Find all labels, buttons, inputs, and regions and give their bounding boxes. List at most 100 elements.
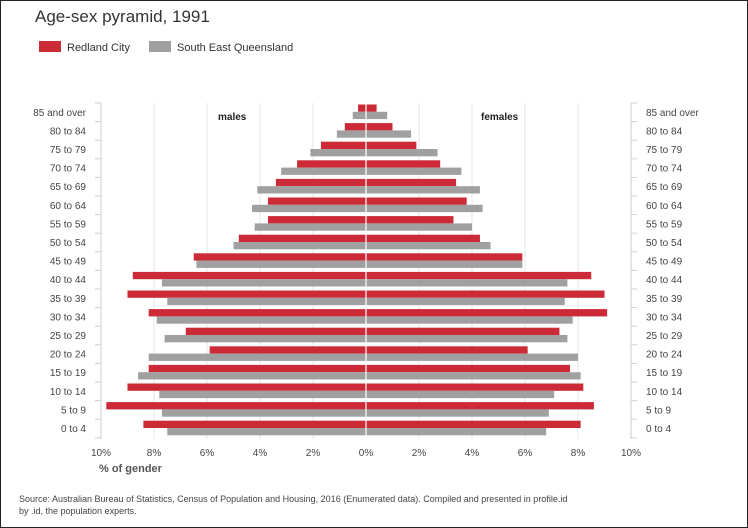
age-label-right: 0 to 4: [646, 424, 671, 435]
bar-female-redland: [366, 123, 393, 131]
x-tick-label: 2%: [306, 448, 321, 459]
bar-female-redland: [366, 178, 457, 187]
bar-male-seq: [254, 223, 366, 231]
age-label-left: 25 to 29: [50, 331, 87, 342]
bar-male-redland: [267, 216, 366, 224]
age-label-right: 75 to 79: [646, 145, 683, 156]
x-tick-label: 10%: [621, 448, 641, 459]
bar-male-redland: [127, 290, 366, 298]
bar-male-redland: [358, 104, 366, 112]
bar-male-seq: [164, 335, 366, 343]
bar-male-redland: [106, 402, 367, 410]
age-label-right: 45 to 49: [646, 257, 683, 268]
x-axis-label: % of gender: [99, 463, 162, 475]
x-tick-label: 8%: [147, 448, 162, 459]
bar-female-seq: [366, 409, 549, 417]
legend-item-redland[interactable]: Redland City: [39, 41, 130, 54]
bar-female-seq: [366, 223, 472, 231]
x-tick-label: 2%: [412, 448, 427, 459]
x-tick-label: 4%: [253, 448, 268, 459]
age-label-left: 85 and over: [33, 108, 86, 119]
bar-female-redland: [366, 160, 441, 168]
pyramid-chart: 85 and over 85 and over 80 to 84 80 to 84 75…: [33, 102, 699, 459]
bar-male-redland: [320, 141, 366, 149]
bar-male-seq: [159, 390, 366, 399]
age-label-left: 60 to 64: [50, 201, 87, 212]
bar-male-redland: [267, 197, 366, 205]
legend-label-seq: South East Queensland: [177, 42, 294, 54]
bar-female-seq: [366, 279, 568, 287]
age-label-left: 40 to 44: [50, 275, 87, 286]
bar-female-redland: [366, 271, 592, 280]
bar-male-redland: [148, 309, 366, 317]
age-label-left: 70 to 74: [50, 164, 87, 175]
axis-lines: [95, 102, 637, 439]
age-label-left: 50 to 54: [50, 238, 87, 249]
age-label-left: 45 to 49: [50, 257, 87, 268]
age-label-right: 15 to 19: [646, 368, 683, 379]
age-label-right: 20 to 24: [646, 350, 683, 361]
age-label-right: 40 to 44: [646, 275, 683, 286]
bar-male-seq: [281, 167, 366, 175]
legend-swatch-seq: [149, 41, 171, 52]
bar-male-seq: [257, 186, 366, 194]
bar-female-seq: [366, 297, 565, 306]
age-label-right: 80 to 84: [646, 126, 683, 137]
bar-female-seq: [366, 242, 491, 250]
bar-male-redland: [238, 234, 366, 242]
bar-female-redland: [366, 346, 528, 354]
age-label-left: 55 to 59: [50, 219, 87, 230]
bar-female-seq: [366, 167, 462, 175]
bar-female-seq: [366, 149, 438, 157]
bar-female-redland: [366, 383, 584, 391]
age-label-left: 0 to 4: [61, 424, 86, 435]
x-tick-label: 0%: [359, 448, 374, 459]
bar-female-redland: [366, 420, 581, 428]
age-label-right: 60 to 64: [646, 201, 683, 212]
bar-male-redland: [297, 160, 366, 168]
bar-female-seq: [366, 372, 581, 380]
age-label-left: 15 to 19: [50, 368, 87, 379]
bar-male-redland: [132, 271, 366, 280]
age-label-left: 35 to 39: [50, 294, 87, 305]
bar-female-seq: [366, 186, 480, 194]
bars: [106, 103, 608, 439]
bar-male-seq: [196, 260, 366, 268]
bar-female-redland: [366, 234, 480, 242]
chart-title: Age-sex pyramid, 1991: [35, 7, 210, 26]
x-tick-label: 6%: [518, 448, 533, 459]
bar-female-redland: [366, 253, 523, 261]
bar-male-redland: [344, 123, 366, 131]
bar-female-redland: [366, 327, 560, 335]
age-label-left: 5 to 9: [61, 405, 86, 416]
bar-male-seq: [161, 409, 366, 417]
bar-female-seq: [366, 260, 523, 268]
legend-item-seq[interactable]: South East Queensland: [149, 41, 293, 54]
bar-male-redland: [209, 346, 366, 354]
x-tick-label: 8%: [571, 448, 586, 459]
bar-male-redland: [193, 253, 366, 261]
bar-male-seq: [310, 149, 366, 157]
bar-male-redland: [148, 364, 366, 373]
age-label-right: 35 to 39: [646, 294, 683, 305]
bar-male-seq: [233, 242, 366, 250]
source-note: Source: Australian Bureau of Statistics,…: [19, 494, 568, 516]
age-label-right: 30 to 34: [646, 312, 683, 323]
age-label-left: 75 to 79: [50, 145, 87, 156]
legend-swatch-redland: [39, 41, 61, 52]
bar-male-redland: [275, 178, 366, 187]
age-label-left: 80 to 84: [50, 126, 87, 137]
bar-male-seq: [167, 297, 366, 306]
bar-male-seq: [252, 204, 366, 213]
bar-female-redland: [366, 290, 605, 298]
age-label-right: 85 and over: [646, 108, 699, 119]
x-tick-labels: 10% 8% 6% 4% 2% 0% 2% 4% 6% 8% 10%: [91, 448, 641, 459]
bar-male-seq: [167, 428, 366, 436]
age-label-right: 25 to 29: [646, 331, 683, 342]
bar-male-seq: [352, 111, 366, 120]
x-tick-label: 4%: [465, 448, 480, 459]
age-label-left: 10 to 14: [50, 387, 87, 398]
bar-female-seq: [366, 111, 388, 120]
bar-male-redland: [127, 383, 366, 391]
